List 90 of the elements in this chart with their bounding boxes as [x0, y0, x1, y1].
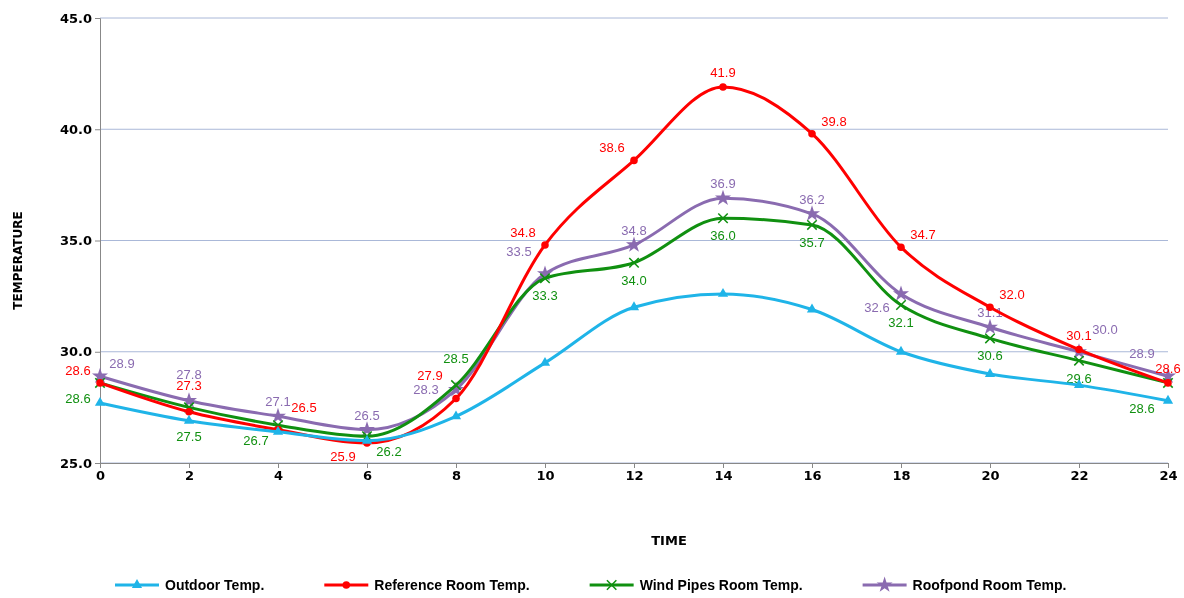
data-label: 27.5: [176, 429, 202, 445]
point: [717, 212, 729, 224]
data-label: 34.8: [510, 224, 536, 240]
legend-label: Roofpond Room Temp.: [912, 577, 1067, 593]
data-label: 28.9: [1129, 346, 1155, 362]
data-label: 26.7: [243, 433, 269, 449]
point: [630, 156, 638, 165]
point: [1162, 394, 1174, 404]
data-label: 28.3: [413, 381, 439, 397]
data-label: 33.5: [506, 243, 532, 259]
legend-label: Wind Pipes Room Temp.: [639, 577, 803, 593]
legend-label: Outdoor Temp.: [165, 577, 265, 593]
point: [895, 299, 907, 311]
point: [539, 272, 551, 284]
x-tick-label: 0: [95, 468, 106, 484]
data-label: 26.2: [376, 444, 402, 460]
x-tick-label: 16: [803, 468, 822, 484]
data-label: 36.2: [799, 191, 825, 207]
data-label: 39.8: [821, 113, 847, 129]
data-label: 36.9: [710, 176, 736, 192]
point: [628, 257, 640, 269]
data-label: 30.6: [977, 348, 1003, 364]
point: [984, 368, 996, 377]
x-tick-label: 18: [892, 468, 911, 484]
data-label: 30.1: [1066, 327, 1092, 343]
y-tick-label: 40.0: [59, 121, 92, 137]
point: [452, 394, 460, 403]
data-label: 26.5: [354, 407, 380, 423]
point: [808, 129, 816, 138]
point: [541, 241, 549, 249]
point: [361, 434, 373, 444]
x-tick-label: 8: [451, 468, 462, 484]
data-label: 38.6: [599, 140, 625, 156]
x-tick-label: 22: [1070, 468, 1089, 484]
data-label: 33.3: [532, 288, 558, 304]
data-label: 41.9: [710, 64, 736, 80]
point: [625, 236, 643, 252]
x-axis-title: TIME: [651, 533, 687, 548]
data-label: 25.9: [330, 448, 356, 464]
data-label: 28.6: [65, 362, 91, 378]
point: [185, 408, 193, 416]
point: [450, 410, 462, 420]
data-label: 36.0: [710, 228, 736, 244]
x-tick-label: 24: [1159, 468, 1178, 484]
point: [892, 285, 910, 301]
point: [1073, 355, 1085, 367]
data-label: 27.9: [417, 368, 443, 384]
data-label: 35.7: [799, 234, 825, 250]
point: [895, 345, 907, 355]
data-label: 27.8: [176, 366, 202, 382]
data-label: 32.0: [999, 287, 1025, 303]
x-tick-label: 2: [184, 468, 195, 484]
y-tick-label: 30.0: [59, 344, 92, 360]
data-label: 32.1: [888, 315, 914, 331]
point: [806, 303, 818, 313]
y-tick-label: 25.0: [59, 455, 92, 471]
x-tick-label: 10: [536, 468, 555, 484]
data-label: 29.6: [1066, 370, 1092, 386]
data-label: 27.1: [265, 394, 291, 410]
x-tick-label: 20: [981, 468, 1000, 484]
data-label: 26.5: [291, 399, 317, 415]
data-label: 28.9: [109, 356, 135, 372]
point: [717, 288, 729, 297]
data-label: 28.5: [443, 351, 469, 367]
point: [719, 83, 727, 91]
data-label: 28.6: [1155, 360, 1181, 376]
data-label: 34.7: [910, 227, 936, 243]
x-tick-label: 14: [714, 468, 733, 484]
x-tick-label: 6: [362, 468, 373, 484]
data-label: 28.6: [65, 390, 91, 406]
data-label: 32.6: [864, 299, 890, 315]
point: [628, 301, 640, 311]
data-label: 34.0: [621, 272, 647, 288]
point: [183, 414, 195, 424]
legend-label: Reference Room Temp.: [374, 577, 530, 593]
y-axis-title: TEMPERATURE: [11, 211, 25, 310]
data-label: 34.8: [621, 222, 647, 238]
y-tick-label: 35.0: [59, 233, 92, 249]
point: [897, 243, 905, 251]
point: [94, 397, 106, 406]
point: [806, 219, 818, 231]
point: [450, 379, 462, 391]
x-tick-label: 12: [625, 468, 644, 484]
point: [714, 189, 732, 206]
point: [984, 332, 996, 344]
data-label: 28.6: [1129, 400, 1155, 416]
data-label: 30.0: [1092, 321, 1118, 337]
point: [269, 407, 287, 424]
x-tick-label: 4: [273, 468, 284, 484]
y-tick-label: 45.0: [59, 10, 92, 26]
